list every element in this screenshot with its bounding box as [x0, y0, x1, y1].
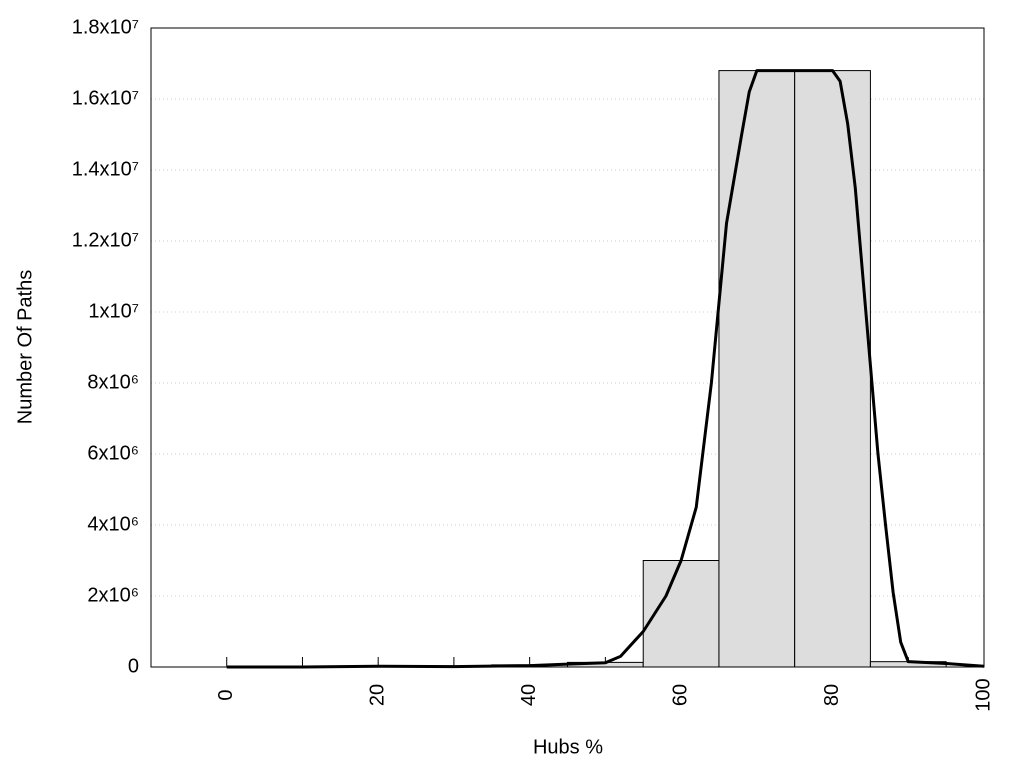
x-tick-label: 100: [972, 678, 994, 711]
bar: [718, 70, 796, 668]
plot-frame: [150, 27, 985, 668]
x-tick-label: 60: [669, 684, 691, 706]
y-tick-label: 1x10⁷: [88, 300, 139, 322]
y-tick-label: 2x10⁶: [87, 584, 139, 606]
x-tick-label: 40: [518, 684, 540, 706]
y-tick-label: 1.8x10⁷: [72, 16, 139, 38]
curve: [226, 69, 985, 669]
x-axis-label: Hubs %: [533, 736, 603, 758]
y-tick-label: 1.4x10⁷: [72, 158, 139, 180]
y-tick-label: 0: [128, 655, 139, 677]
bar: [794, 70, 871, 668]
y-tick-label: 4x10⁶: [87, 513, 139, 535]
x-tick-label: 0: [215, 689, 237, 700]
y-tick-label: 8x10⁶: [87, 371, 139, 393]
y-axis-label: Number Of Paths: [14, 270, 36, 425]
y-tick-label: 1.6x10⁷: [72, 87, 139, 109]
x-tick-label: 20: [366, 684, 388, 706]
x-tick-label: 80: [821, 684, 843, 706]
y-tick-label: 1.2x10⁷: [72, 229, 139, 251]
y-tick-label: 6x10⁶: [87, 442, 139, 464]
